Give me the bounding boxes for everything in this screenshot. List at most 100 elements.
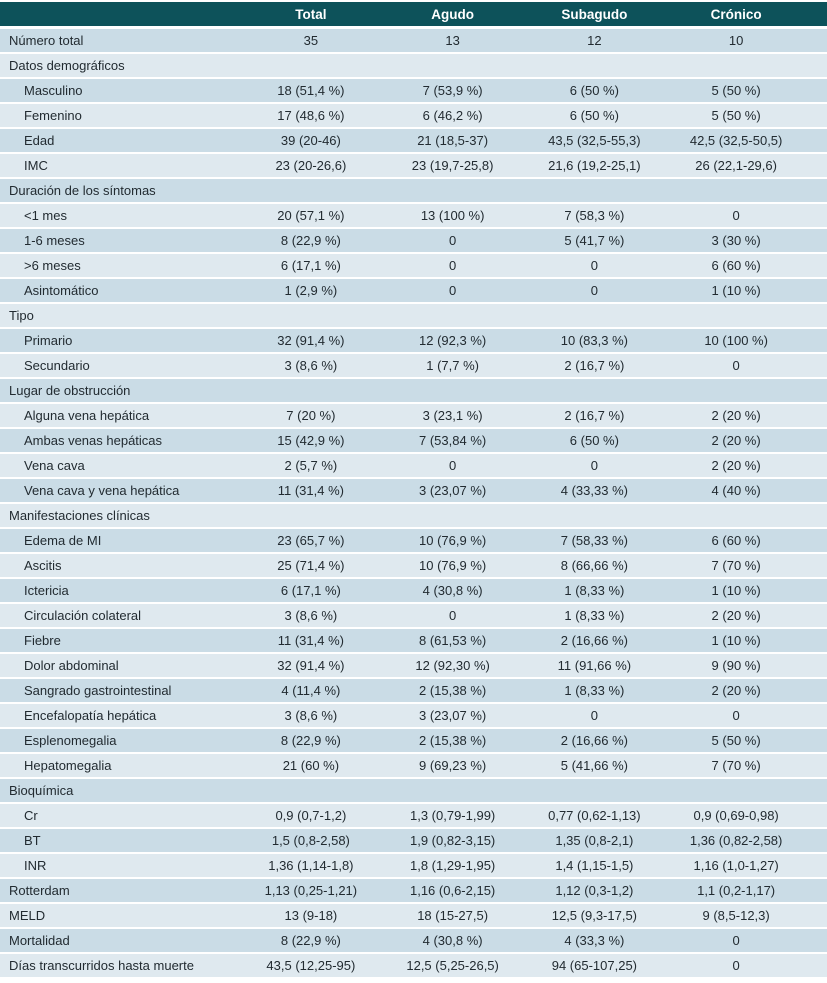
cell-agudo: 2 (15,38 %) bbox=[419, 733, 487, 748]
cell-total: 25 (71,4 %) bbox=[277, 558, 345, 573]
cell-agudo: 0 bbox=[449, 258, 457, 273]
cell-agudo: 10 (76,9 %) bbox=[419, 558, 487, 573]
cell-agudo: 4 (30,8 %) bbox=[422, 583, 483, 598]
row-label: Tipo bbox=[9, 308, 34, 323]
cell-total: 4 (11,4 %) bbox=[281, 683, 341, 698]
cell-total: 1,36 (1,14-1,8) bbox=[268, 858, 354, 873]
cell-cronico: 7 (70 %) bbox=[711, 758, 761, 773]
cell-total: 1,5 (0,8-2,58) bbox=[271, 833, 350, 848]
table-row: Días transcurridos hasta muerte 43,5 (12,… bbox=[0, 954, 827, 979]
table-body: Número total 35 13 12 10 Datos demográficos Ma… bbox=[0, 29, 827, 979]
cell-subagudo: 43,5 (32,5-55,3) bbox=[548, 133, 641, 148]
table-row: Vena cava y vena hepática 11 (31,4 %) 3 (2… bbox=[0, 479, 827, 504]
table-row: Ascitis 25 (71,4 %) 10 (76,9 %) 8 (66,66 %)… bbox=[0, 554, 827, 579]
cell-agudo: 0 bbox=[449, 283, 457, 298]
cell-agudo: 13 (100 %) bbox=[420, 208, 485, 223]
cell-cronico: 2 (20 %) bbox=[711, 408, 761, 423]
cell-subagudo: 94 (65-107,25) bbox=[551, 958, 638, 973]
cell-subagudo: 11 (91,66 %) bbox=[557, 658, 632, 673]
cell-total: 8 (22,9 %) bbox=[280, 733, 341, 748]
cell-subagudo: 2 (16,66 %) bbox=[560, 633, 628, 648]
cell-subagudo: 4 (33,33 %) bbox=[560, 483, 628, 498]
row-label: Alguna vena hepática bbox=[24, 408, 150, 423]
section-row: Duración de los síntomas bbox=[0, 179, 827, 204]
cell-cronico: 9 (8,5-12,3) bbox=[702, 908, 770, 923]
row-label: Cr bbox=[24, 808, 38, 823]
row-label: Edema de MI bbox=[24, 533, 102, 548]
cell-total: 3 (8,6 %) bbox=[284, 708, 338, 723]
table-row: Sangrado gastrointestinal 4 (11,4 %) 2 (15… bbox=[0, 679, 827, 704]
row-label: Circulación colateral bbox=[24, 608, 142, 623]
cell-total: 3 (8,6 %) bbox=[284, 608, 338, 623]
cell-total: 11 (31,4 %) bbox=[277, 483, 344, 498]
cell-agudo: 10 (76,9 %) bbox=[419, 533, 487, 548]
cell-cronico: 2 (20 %) bbox=[711, 458, 761, 473]
cell-cronico: 2 (20 %) bbox=[711, 608, 761, 623]
table-row: Asintomático 1 (2,9 %) 0 0 1 (10 %) bbox=[0, 279, 827, 304]
cell-cronico: 6 (60 %) bbox=[711, 533, 761, 548]
table-row: BT 1,5 (0,8-2,58) 1,9 (0,82-3,15) 1,35 (0,8… bbox=[0, 829, 827, 854]
cell-cronico: 0 bbox=[732, 958, 740, 973]
table-row: Edad 39 (20-46) 21 (18,5-37) 43,5 (32,5-55,… bbox=[0, 129, 827, 154]
cell-subagudo: 8 (66,66 %) bbox=[560, 558, 628, 573]
row-label: Secundario bbox=[24, 358, 90, 373]
cell-total: 32 (91,4 %) bbox=[277, 333, 345, 348]
cell-agudo: 23 (19,7-25,8) bbox=[411, 158, 494, 173]
cell-subagudo: 0 bbox=[590, 708, 598, 723]
cell-agudo: 8 (61,53 %) bbox=[419, 633, 487, 648]
row-label: Vena cava bbox=[24, 458, 85, 473]
cell-subagudo: 1,35 (0,8-2,1) bbox=[555, 833, 634, 848]
row-label: INR bbox=[24, 858, 47, 873]
cell-subagudo: 0 bbox=[590, 258, 598, 273]
cell-total: 11 (31,4 %) bbox=[277, 633, 344, 648]
cell-subagudo: 0 bbox=[590, 283, 598, 298]
table-row: Número total 35 13 12 10 bbox=[0, 29, 827, 54]
row-label: Ictericia bbox=[24, 583, 69, 598]
cell-agudo: 1,16 (0,6-2,15) bbox=[409, 883, 496, 898]
table-row: Hepatomegalia 21 (60 %) 9 (69,23 %) 5 (41,6… bbox=[0, 754, 827, 779]
row-label: <1 mes bbox=[24, 208, 67, 223]
cell-cronico: 0 bbox=[732, 208, 740, 223]
column-header-agudo: Agudo bbox=[431, 6, 474, 22]
table-row: <1 mes 20 (57,1 %) 13 (100 %) 7 (58,3 %) 0 bbox=[0, 204, 827, 229]
cell-agudo: 13 bbox=[445, 33, 460, 48]
cell-cronico: 1,1 (0,2-1,17) bbox=[697, 883, 776, 898]
section-row: Datos demográficos bbox=[0, 54, 827, 79]
cell-subagudo: 1 (8,33 %) bbox=[564, 683, 625, 698]
cell-subagudo: 0,77 (0,62-1,13) bbox=[548, 808, 641, 823]
cell-total: 7 (20 %) bbox=[286, 408, 336, 423]
cell-subagudo: 12,5 (9,3-17,5) bbox=[551, 908, 638, 923]
table-row: Cr 0,9 (0,7-1,2) 1,3 (0,79-1,99) 0,77 (0,62… bbox=[0, 804, 827, 829]
cell-cronico: 10 (100 %) bbox=[704, 333, 768, 348]
table-row: Fiebre 11 (31,4 %) 8 (61,53 %) 2 (16,66 %) 1… bbox=[0, 629, 827, 654]
row-label: BT bbox=[24, 833, 41, 848]
cell-total: 15 (42,9 %) bbox=[277, 433, 345, 448]
section-row: Lugar de obstrucción bbox=[0, 379, 827, 404]
cell-agudo: 12 (92,3 %) bbox=[419, 333, 487, 348]
cell-cronico: 3 (30 %) bbox=[711, 233, 761, 248]
row-label: MELD bbox=[9, 908, 46, 923]
row-label: Asintomático bbox=[24, 283, 99, 298]
cell-total: 2 (5,7 %) bbox=[284, 458, 338, 473]
table-row: Esplenomegalia 8 (22,9 %) 2 (15,38 %) 2 (16… bbox=[0, 729, 827, 754]
cell-agudo: 7 (53,9 %) bbox=[422, 83, 483, 98]
cell-total: 17 (48,6 %) bbox=[277, 108, 345, 123]
cell-cronico: 4 (40 %) bbox=[711, 483, 761, 498]
cell-total: 32 (91,4 %) bbox=[277, 658, 345, 673]
row-label: Hepatomegalia bbox=[24, 758, 112, 773]
table-header-row: Total Agudo Subagudo Crónico bbox=[0, 2, 827, 29]
row-label: 1-6 meses bbox=[24, 233, 85, 248]
table-row: Primario 32 (91,4 %) 12 (92,3 %) 10 (83,3 %… bbox=[0, 329, 827, 354]
cell-total: 21 (60 %) bbox=[282, 758, 340, 773]
cell-cronico: 42,5 (32,5-50,5) bbox=[689, 133, 783, 148]
cell-subagudo: 6 (50 %) bbox=[569, 108, 619, 123]
cell-total: 20 (57,1 %) bbox=[277, 208, 345, 223]
table-row: INR 1,36 (1,14-1,8) 1,8 (1,29-1,95) 1,4 (1,… bbox=[0, 854, 827, 879]
table-row: Ambas venas hepáticas 15 (42,9 %) 7 (53,84… bbox=[0, 429, 827, 454]
row-label: Días transcurridos hasta muerte bbox=[9, 958, 194, 973]
table-row: 1-6 meses 8 (22,9 %) 0 5 (41,7 %) 3 (30 %) bbox=[0, 229, 827, 254]
cell-subagudo: 4 (33,3 %) bbox=[564, 933, 625, 948]
section-row: Bioquímica bbox=[0, 779, 827, 804]
cell-total: 23 (20-26,6) bbox=[275, 158, 347, 173]
table-row: Rotterdam 1,13 (0,25-1,21) 1,16 (0,6-2,15)… bbox=[0, 879, 827, 904]
